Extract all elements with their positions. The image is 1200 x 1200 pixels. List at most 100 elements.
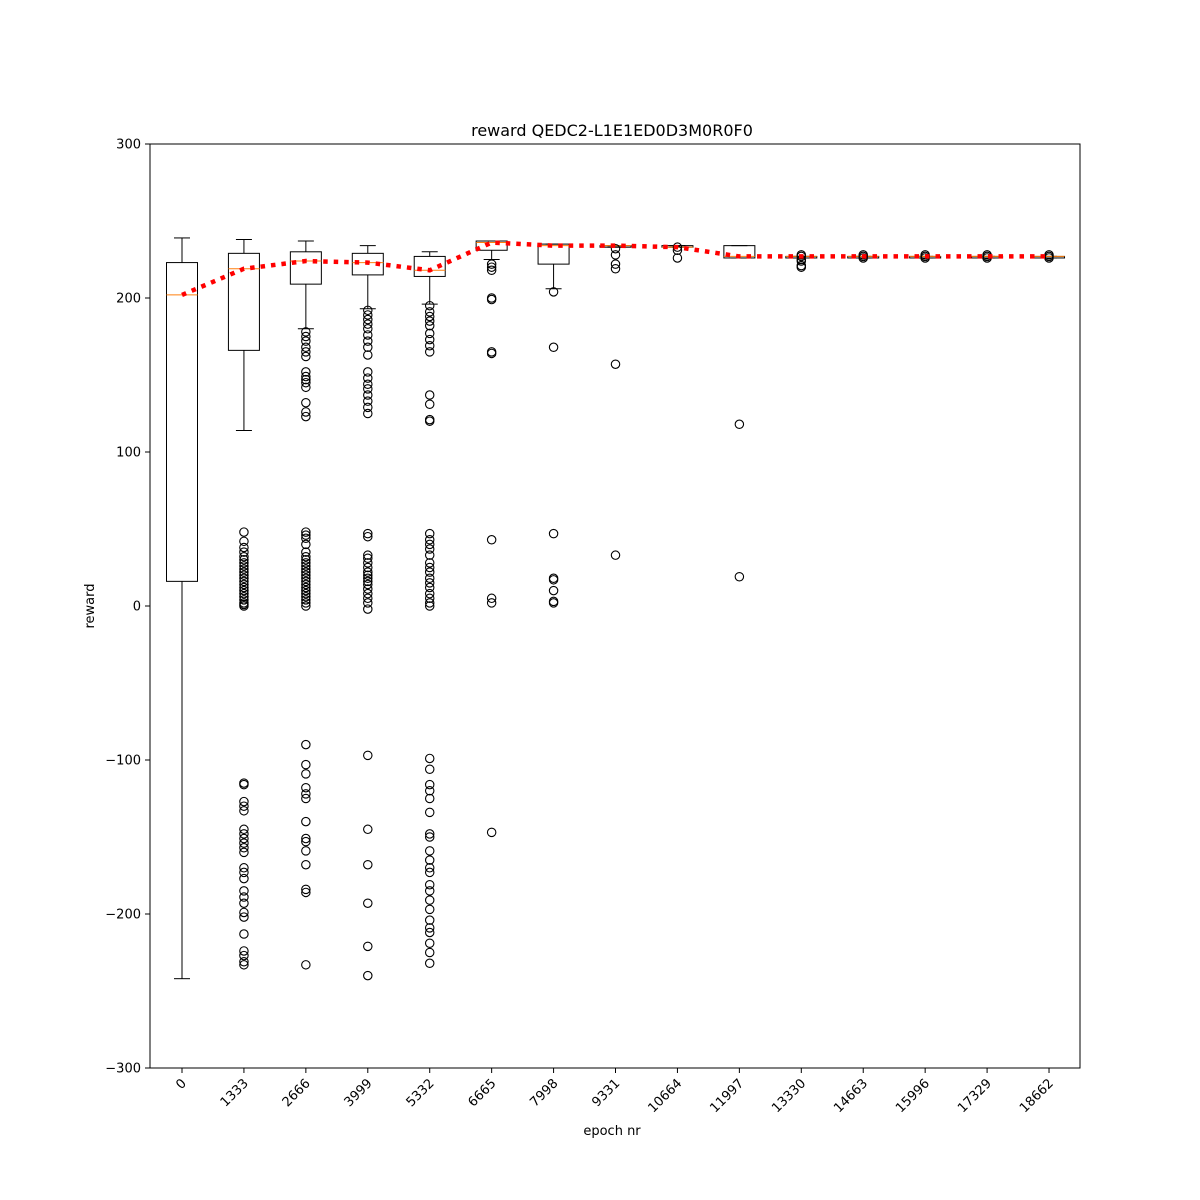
outlier-point: [486, 535, 497, 545]
outlier-point: [239, 588, 249, 599]
outlier-point: [301, 347, 311, 357]
outlier-point: [239, 796, 249, 807]
outlier-point: [486, 265, 497, 276]
outlier-point: [424, 535, 435, 545]
outlier-point: [239, 564, 249, 574]
outlier-point: [239, 595, 249, 605]
outlier-point: [796, 251, 807, 262]
outlier-point: [301, 769, 311, 779]
x-tick-label: 13330: [769, 1076, 809, 1116]
outlier-point: [548, 287, 559, 297]
outlier-point: [424, 895, 435, 905]
outlier-point: [239, 806, 249, 816]
x-tick-label: 17329: [955, 1076, 995, 1116]
outlier-point: [301, 558, 311, 568]
outlier-point: [363, 570, 373, 580]
outlier-point: [239, 892, 249, 902]
outlier-point: [424, 593, 435, 604]
outlier-point: [239, 558, 249, 568]
outlier-point: [239, 946, 249, 956]
outlier-point: [363, 408, 373, 419]
outlier-point: [301, 371, 311, 382]
box-5332: [413, 251, 446, 969]
outlier-point: [424, 300, 435, 311]
outlier-point: [363, 573, 373, 584]
outlier-point: [301, 598, 311, 608]
outlier-point: [239, 601, 249, 611]
outlier-point: [424, 601, 435, 611]
outlier-point: [301, 592, 311, 602]
outlier-point: [239, 867, 249, 878]
x-tick-label: 5332: [404, 1076, 438, 1110]
outlier-point: [301, 846, 311, 856]
outlier-point: [301, 547, 311, 557]
outlier-point: [424, 320, 435, 331]
outlier-point: [239, 886, 249, 896]
x-tick-label: 6665: [465, 1076, 499, 1110]
outlier-point: [424, 399, 435, 410]
box-0: [166, 237, 198, 980]
outlier-point: [301, 567, 311, 577]
outlier-point: [239, 547, 249, 557]
x-tick-label: 18662: [1017, 1076, 1057, 1116]
outlier-point: [301, 887, 311, 898]
outlier-point: [239, 592, 249, 602]
outlier-point: [424, 786, 435, 796]
outlier-point: [301, 331, 311, 342]
x-axis-label: epoch nr: [583, 1124, 641, 1139]
outlier-point: [239, 960, 249, 970]
outlier-point: [301, 579, 311, 590]
outlier-point: [301, 859, 311, 870]
outlier-point: [239, 873, 249, 884]
outlier-point: [301, 342, 311, 353]
outlier-point: [239, 573, 249, 584]
outlier-point: [424, 544, 435, 554]
outlier-point: [363, 553, 373, 564]
box-1333: [227, 238, 260, 970]
box-11997: [723, 245, 756, 582]
outlier-point: [301, 377, 311, 388]
outlier-point: [424, 340, 435, 351]
outlier-point: [363, 859, 373, 870]
x-tick-label: 7998: [527, 1076, 561, 1110]
outlier-point: [363, 579, 373, 590]
outlier-point: [424, 311, 435, 322]
outlier-point: [363, 373, 373, 383]
outlier-point: [424, 334, 435, 345]
outlier-point: [363, 941, 373, 952]
outlier-point: [301, 576, 311, 587]
box-body: [537, 243, 570, 265]
outlier-point: [363, 310, 373, 320]
outlier-point: [363, 384, 373, 394]
outlier-point: [239, 527, 249, 537]
outlier-point: [363, 531, 373, 542]
outlier-point: [424, 558, 435, 568]
outlier-point: [424, 904, 435, 915]
plot-marks: [166, 237, 1066, 981]
y-tick-label: −200: [105, 908, 141, 923]
outlier-point: [301, 585, 311, 596]
outlier-point: [363, 396, 373, 406]
outlier-point: [424, 328, 435, 339]
box-13330: [785, 250, 818, 272]
y-axis: −300 −200 −100 0 100 200 300: [105, 138, 150, 1077]
outlier-point: [424, 753, 435, 764]
outlier-point: [424, 598, 435, 608]
plot-frame: [149, 143, 1081, 1069]
chart-title: reward QEDC2-L1E1ED0D3M0R0F0: [471, 121, 753, 140]
outlier-point: [363, 558, 373, 568]
outlier-point: [424, 793, 435, 804]
outlier-point: [424, 855, 435, 865]
outlier-point: [424, 550, 435, 560]
outlier-point: [301, 739, 311, 750]
x-tick-label: 0: [173, 1076, 189, 1092]
outlier-point: [363, 970, 373, 981]
outlier-point: [301, 327, 311, 337]
outlier-point: [239, 579, 249, 590]
outlier-point: [239, 801, 249, 811]
outlier-point: [363, 562, 373, 573]
box-body: [227, 252, 260, 351]
box-17329: [971, 250, 1004, 263]
outlier-point: [610, 250, 621, 260]
